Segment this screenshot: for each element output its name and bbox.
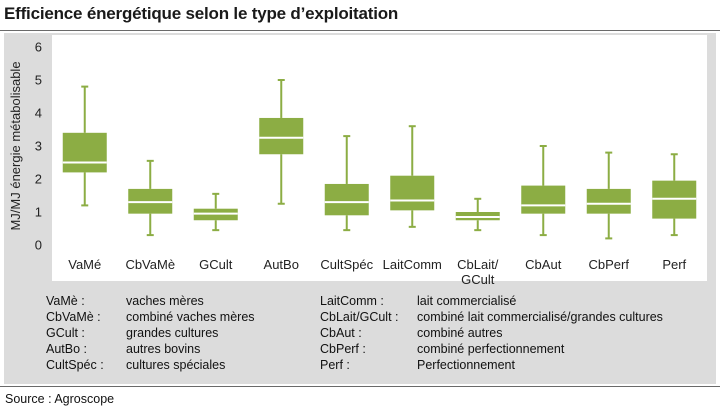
legend-row: CbVaMè : combiné vaches mères [46,309,255,325]
box-iqr [324,183,369,216]
legend-description: combiné vaches mères [126,310,255,324]
x-tick-label: LaitComm [383,257,442,272]
legend-abbreviation: GCult : [46,326,85,340]
y-tick-label: 2 [35,172,42,187]
top-divider [0,30,720,31]
y-tick-label: 0 [35,238,42,253]
legend-abbreviation: AutBo : [46,342,87,356]
bottom-divider [0,386,720,387]
legend-row: AutBo : autres bovins [46,341,255,357]
x-tick-label: AutBo [264,257,299,272]
x-tick-label: CultSpéc [320,257,373,272]
legend-abbreviation: VaMè : [46,294,85,308]
legend-abbreviation: CbAut : [320,326,362,340]
legend-description: combiné autres [417,326,503,340]
legend-description: lait commercialisé [417,294,517,308]
legend-row: LaitComm : lait commercialisé [320,293,663,309]
x-tick-label: GCult [199,257,233,272]
legend-row: CbPerf : combiné perfectionnement [320,341,663,357]
legend-row: CultSpéc : cultures spéciales [46,357,255,373]
x-tick-label: CbPerf [589,257,630,272]
legend-row: CbAut : combiné autres [320,325,663,341]
legend-description: combiné perfectionnement [417,342,565,356]
legend-row: Perf : Perfectionnement [320,357,663,373]
box-iqr [586,188,631,214]
x-tick-label: VaMé [68,257,101,272]
box-iqr [62,132,107,173]
boxplot-chart: MJ/MJ énergie métabolisable 0 1 2 3 4 5 6 VaMé Cb… [8,35,707,287]
legend-left: VaMè : vaches mères CbVaMè : combiné vaches… [46,293,255,373]
legend-row: CbLait/GCult : combiné lait commercialisé… [320,309,663,325]
legend-abbreviation: CbLait/GCult : [320,310,399,324]
x-tick-label: Perf [662,257,686,272]
legend-right: LaitComm : lait commercialisé CbLait/GCult… [320,293,663,373]
source-note: Source : Agroscope [5,392,115,406]
y-tick-label: 3 [35,139,42,154]
box-iqr [521,185,566,214]
legend-abbreviation: CultSpéc : [46,358,104,372]
legend-description: Perfectionnement [417,358,515,372]
legend-row: VaMè : vaches mères [46,293,255,309]
chart-title: Efficience énergétique selon le type d’e… [4,4,399,23]
legend-abbreviation: CbVaMè : [46,310,101,324]
y-tick-label: 1 [35,205,42,220]
y-tick-label: 5 [35,73,42,88]
y-axis-label: MJ/MJ énergie métabolisable [8,61,23,230]
legend-row: GCult : grandes cultures [46,325,255,341]
box-iqr [390,175,435,211]
legend-abbreviation: LaitComm : [320,294,384,308]
legend-description: grandes cultures [126,326,219,340]
legend-description: cultures spéciales [126,358,226,372]
y-tick-label: 4 [35,106,42,121]
plot-area [52,35,707,281]
legend-description: autres bovins [126,342,201,356]
y-tick-label: 6 [35,40,42,55]
legend-description: vaches mères [126,294,204,308]
x-tick-label: CbVaMè [125,257,175,272]
legend-description: combiné lait commercialisé/grandes cultu… [417,310,663,324]
legend-abbreviation: CbPerf : [320,342,366,356]
legend-abbreviation: Perf : [320,358,350,372]
x-tick-label: CbAut [525,257,562,272]
box-iqr [259,117,304,155]
x-tick-label: CbLait/GCult [457,257,499,287]
